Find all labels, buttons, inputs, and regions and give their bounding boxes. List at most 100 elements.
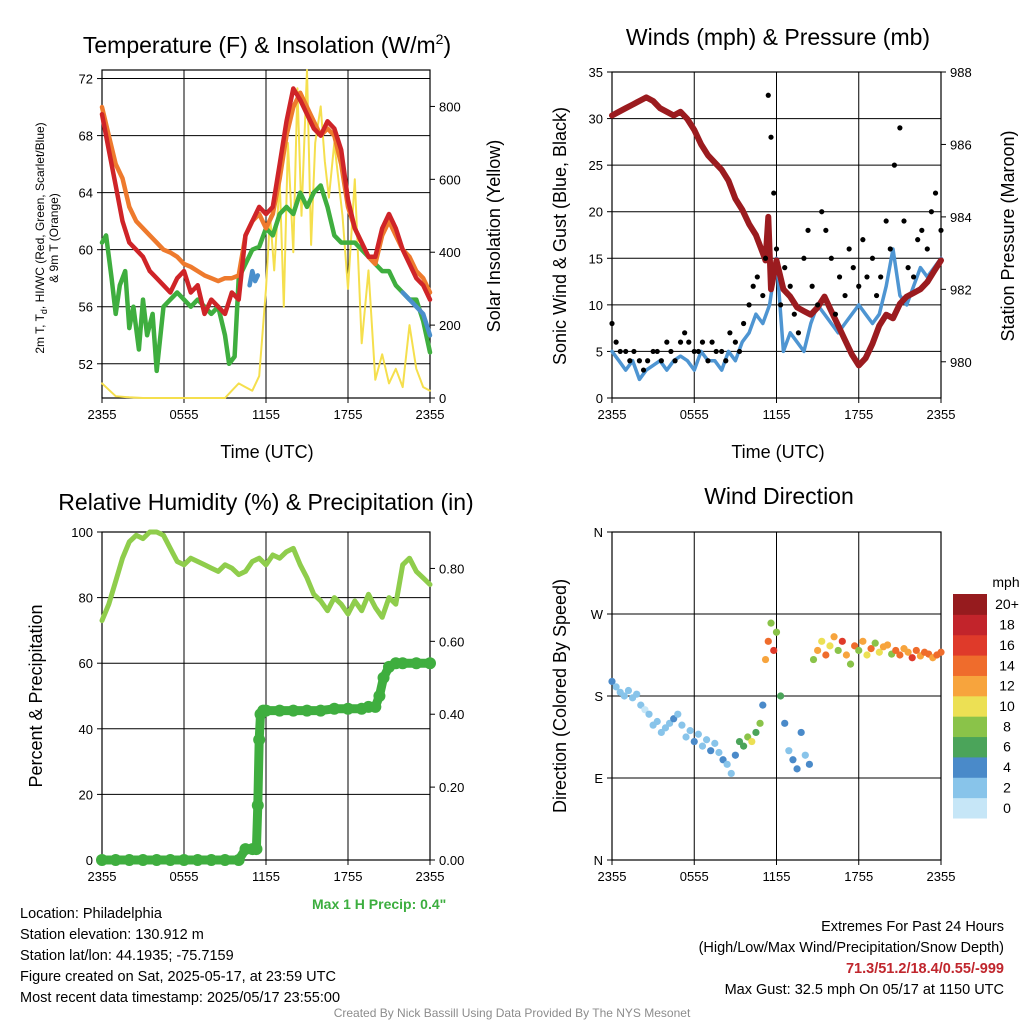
colorbar-label: 10 bbox=[999, 698, 1015, 714]
gust-point bbox=[819, 209, 825, 215]
x-tick-label: 1155 bbox=[763, 407, 791, 422]
gust-point bbox=[801, 255, 807, 261]
direction-point bbox=[752, 728, 760, 737]
direction-point bbox=[826, 642, 834, 650]
direction-point bbox=[846, 660, 855, 668]
x-tick-label: 2355 bbox=[88, 869, 117, 884]
precip-point bbox=[150, 854, 163, 866]
gust-point bbox=[932, 190, 939, 196]
y-tick-label: E bbox=[594, 771, 603, 786]
direction-point bbox=[702, 736, 711, 744]
precip-point bbox=[273, 704, 286, 717]
gust-point bbox=[773, 246, 780, 252]
x-tick-label: 2355 bbox=[927, 869, 956, 884]
temperature-chart: 2355 0555 1155 1755 2355 52 56 60 64 68 72 0 200 400 6… bbox=[79, 69, 461, 422]
winds-panel-title: Winds (mph) & Pressure (mb) bbox=[626, 24, 930, 50]
direction-point bbox=[883, 641, 892, 649]
colorbar-label: 16 bbox=[999, 637, 1015, 653]
direction-point bbox=[653, 717, 661, 726]
insolation-line bbox=[101, 69, 431, 399]
pressure-line bbox=[609, 94, 944, 369]
gust-point bbox=[677, 339, 684, 345]
title-superscript: 2 bbox=[436, 31, 444, 47]
gust-point bbox=[695, 348, 701, 355]
gust-point bbox=[924, 246, 930, 252]
gust-point bbox=[640, 367, 647, 373]
humidity-chart: 2355 0555 1155 1755 23550204060801000.000.20… bbox=[71, 525, 464, 884]
direction-point bbox=[772, 628, 781, 636]
precip-point bbox=[205, 854, 218, 866]
gust-point bbox=[897, 125, 903, 131]
y-tick-label: 30 bbox=[589, 112, 603, 127]
gust-point bbox=[723, 358, 729, 364]
location-line: Location: Philadelphia bbox=[20, 906, 162, 922]
precip-point bbox=[377, 671, 390, 684]
y-tick-label: 0 bbox=[596, 391, 603, 406]
direction-point bbox=[748, 737, 756, 746]
plot-frame bbox=[611, 71, 942, 399]
precip-point bbox=[251, 799, 264, 812]
gust-point bbox=[705, 358, 711, 364]
temperature-panel-title: Temperature (F) & Insolation (W/m2) bbox=[83, 31, 451, 58]
humidity-y-label: Percent & Precipitation bbox=[26, 604, 46, 787]
gust-point bbox=[741, 320, 747, 327]
direction-point bbox=[871, 639, 879, 647]
y2-tick-label: 0.40 bbox=[439, 707, 464, 722]
direction-point bbox=[805, 760, 814, 768]
y-tick-label: S bbox=[594, 689, 603, 704]
gust-point bbox=[864, 274, 870, 280]
precip-point bbox=[137, 854, 149, 866]
x-tick-label: 1755 bbox=[844, 869, 873, 884]
gust-point bbox=[856, 283, 862, 289]
y-tick-label: N bbox=[594, 525, 603, 540]
extremes-info: Extremes For Past 24 Hours (High/Low/Max… bbox=[699, 917, 1004, 1001]
temperature-y2-label: Solar Insolation (Yellow) bbox=[484, 140, 504, 332]
direction-point bbox=[740, 742, 748, 750]
direction-point bbox=[797, 728, 805, 737]
x-tick-label: 1155 bbox=[252, 407, 280, 422]
direction-point bbox=[759, 701, 767, 709]
direction-point bbox=[904, 648, 912, 656]
direction-point bbox=[912, 646, 920, 655]
y-tick-label: 0 bbox=[86, 853, 93, 868]
gust-point bbox=[901, 218, 907, 224]
direction-point bbox=[727, 769, 735, 778]
gust-point bbox=[805, 227, 811, 233]
max-gust-line: Max Gust: 32.5 mph On 05/17 at 1150 UTC bbox=[724, 982, 1004, 998]
x-tick-label: 1755 bbox=[334, 869, 363, 884]
gust-point bbox=[768, 134, 774, 140]
direction-point bbox=[937, 648, 945, 656]
precip-point bbox=[301, 704, 313, 717]
gust-point bbox=[617, 348, 623, 355]
x-tick-label: 2355 bbox=[598, 869, 627, 884]
precip-point bbox=[396, 657, 409, 670]
direction-y-label: Direction (Colored By Speed) bbox=[550, 579, 570, 813]
colorbar-label: 6 bbox=[1003, 739, 1011, 755]
direction-point bbox=[674, 710, 682, 718]
recent-data-line: Most recent data timestamp: 2025/05/17 2… bbox=[20, 990, 341, 1006]
x-tick-label: 2355 bbox=[927, 407, 956, 422]
gust-point bbox=[631, 348, 637, 355]
direction-point bbox=[707, 747, 715, 755]
x-tick-label: 1155 bbox=[763, 869, 791, 884]
y-tick-label: 64 bbox=[79, 186, 93, 201]
direction-point bbox=[690, 737, 698, 746]
plot-frame bbox=[611, 531, 942, 861]
y-tick-label: 20 bbox=[79, 787, 93, 802]
gust-point bbox=[699, 339, 706, 345]
precip-point bbox=[178, 854, 190, 866]
y-tick-label: 25 bbox=[589, 158, 603, 173]
plot-frame bbox=[101, 69, 431, 399]
direction-point bbox=[682, 733, 690, 741]
direction-point bbox=[711, 739, 719, 747]
gust-point bbox=[928, 209, 935, 215]
gust-point bbox=[846, 246, 852, 252]
direction-point bbox=[761, 655, 770, 664]
direction-point bbox=[723, 760, 731, 768]
direction-point bbox=[863, 651, 871, 659]
y2-tick-label: 986 bbox=[950, 137, 972, 152]
colorbar-swatch bbox=[953, 797, 987, 819]
precip-point bbox=[287, 704, 300, 717]
direction-point bbox=[608, 677, 616, 686]
